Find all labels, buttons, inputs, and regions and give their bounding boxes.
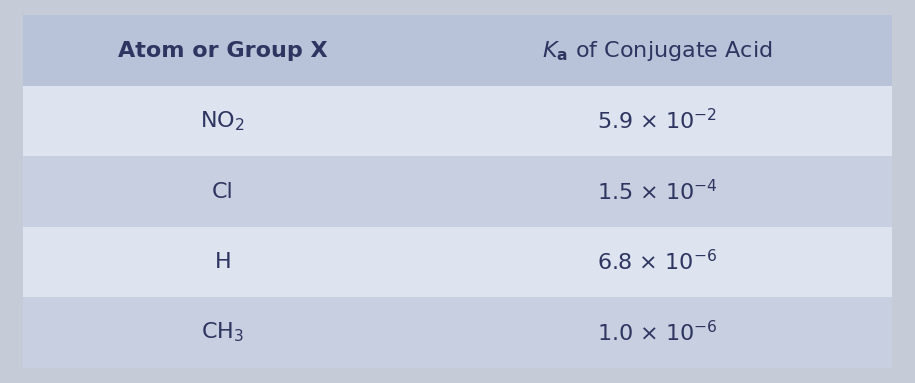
Text: Atom or Group X: Atom or Group X: [118, 41, 328, 61]
Text: CH$_3$: CH$_3$: [201, 321, 244, 344]
Text: 1.5 × 10$^{-4}$: 1.5 × 10$^{-4}$: [597, 179, 717, 204]
Bar: [23, 156, 892, 227]
Bar: [23, 86, 892, 156]
Bar: [23, 227, 892, 297]
Text: NO$_2$: NO$_2$: [200, 109, 245, 133]
Text: $\mathbf{\mathit{K}}_{\mathbf{a}}$$\mathbf{\rm\ of\ Conjugate\ Acid}$: $\mathbf{\mathit{K}}_{\mathbf{a}}$$\math…: [543, 39, 772, 62]
Bar: [23, 297, 892, 368]
Text: 5.9 × 10$^{-2}$: 5.9 × 10$^{-2}$: [597, 108, 717, 134]
Text: Cl: Cl: [212, 182, 233, 201]
Text: 6.8 × 10$^{-6}$: 6.8 × 10$^{-6}$: [597, 249, 717, 275]
Bar: [23, 15, 892, 86]
Text: H: H: [214, 252, 231, 272]
Text: 1.0 × 10$^{-6}$: 1.0 × 10$^{-6}$: [597, 320, 717, 345]
